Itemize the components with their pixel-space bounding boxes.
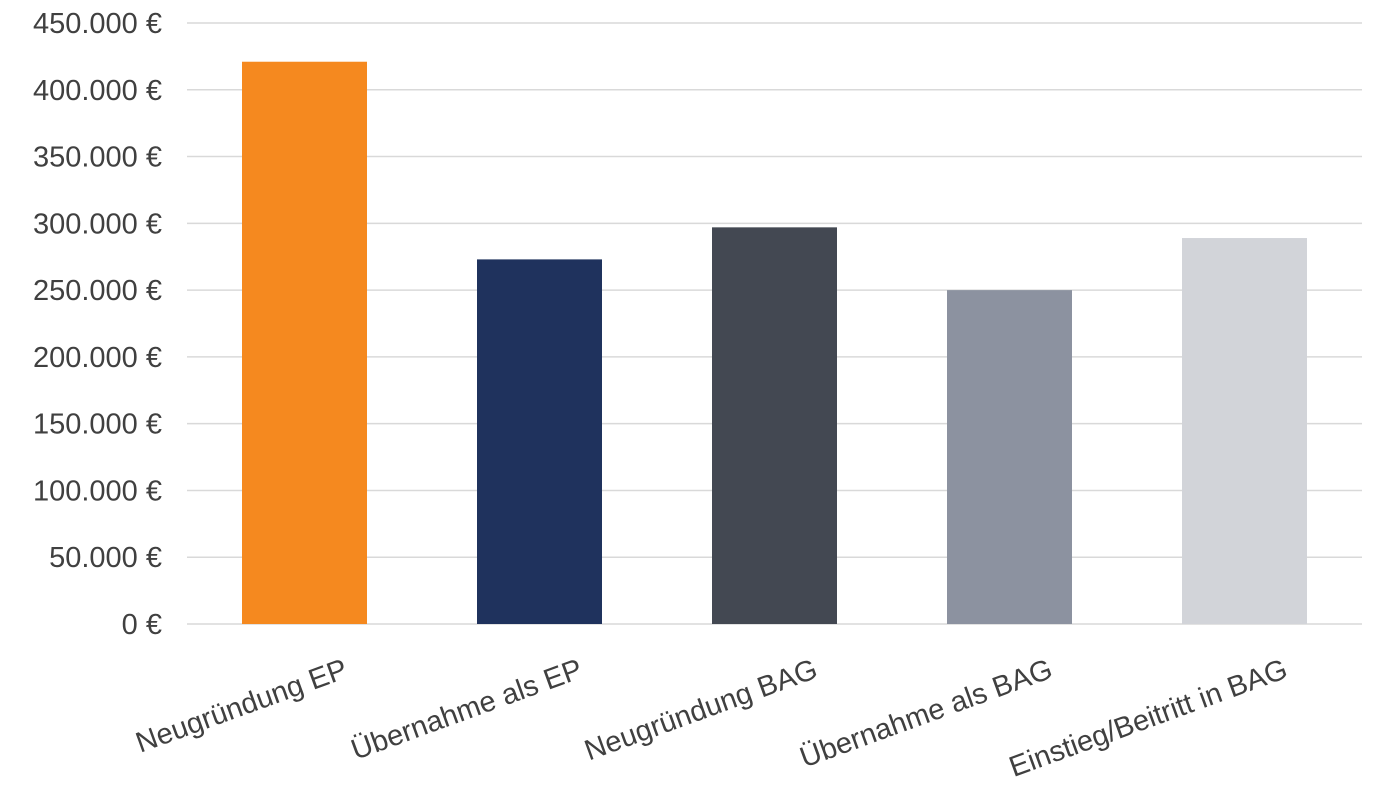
y-tick-label: 100.000 € [33,475,162,507]
y-tick-label: 400.000 € [33,75,162,107]
bar-1 [242,61,367,625]
x-tick-label: Neugründung BAG [581,653,822,767]
y-tick-label: 50.000 € [49,542,162,574]
bar-4 [947,290,1072,624]
y-tick-label: 200.000 € [33,342,162,374]
bar-2 [477,259,602,624]
y-tick-label: 250.000 € [33,275,162,307]
y-axis-tick-labels: 0 € 50.000 € 100.000 € 150.000 € 200.000 € 25… [33,8,162,641]
bar-3 [712,227,837,624]
y-tick-label: 450.000 € [33,8,162,40]
y-tick-label: 150.000 € [33,409,162,441]
bar-5 [1182,238,1307,624]
y-tick-label: 0 € [122,609,162,641]
bars [242,61,1307,625]
y-tick-label: 350.000 € [33,142,162,174]
x-tick-label: Neugründung EP [132,653,352,759]
y-tick-label: 300.000 € [33,208,162,240]
x-tick-label: Übernahme als EP [347,653,587,766]
